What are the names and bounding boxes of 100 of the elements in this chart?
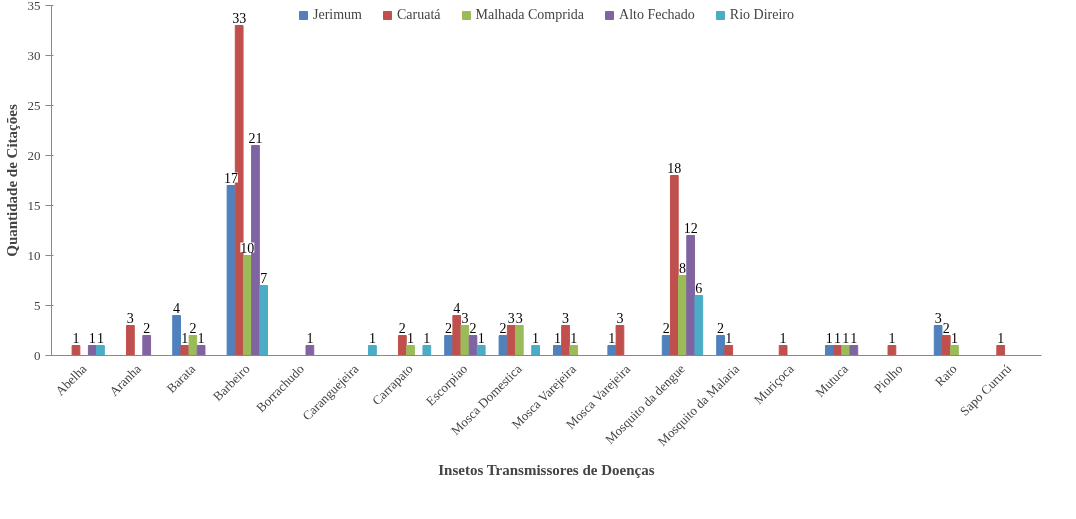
data-label: 3 — [515, 310, 523, 326]
y-tick-label: 10 — [27, 247, 41, 263]
data-label: 4 — [453, 300, 461, 316]
x-axis-title: Insetos Transmissores de Doenças — [438, 462, 655, 479]
bar — [678, 275, 687, 356]
bar — [514, 325, 524, 356]
data-label: 12 — [683, 220, 698, 236]
bar — [933, 325, 943, 356]
y-tick-label: 15 — [27, 197, 41, 213]
bar — [71, 345, 81, 356]
data-label: 3 — [562, 310, 570, 326]
bar — [226, 185, 236, 356]
bar — [569, 345, 579, 356]
data-label: 1 — [423, 330, 431, 346]
bar — [368, 345, 377, 356]
data-label: 1 — [834, 330, 842, 346]
bar — [669, 175, 679, 356]
data-label: 6 — [695, 280, 703, 296]
bar — [142, 335, 152, 356]
bar — [661, 335, 671, 356]
bar — [561, 325, 570, 356]
bar — [694, 295, 704, 356]
y-tick-label: 0 — [34, 347, 41, 363]
data-label: 1 — [407, 330, 415, 346]
data-label: 1 — [608, 330, 616, 346]
bar — [172, 315, 181, 356]
bar — [259, 285, 269, 356]
bar — [476, 345, 486, 356]
data-label: 1 — [950, 330, 958, 346]
data-label: 2 — [143, 320, 151, 336]
data-label: 7 — [260, 270, 268, 286]
data-label: 2 — [189, 320, 197, 336]
legend-label: Malhada Comprida — [475, 7, 585, 23]
bar — [849, 345, 859, 356]
data-label: 1 — [368, 330, 376, 346]
bar — [686, 235, 696, 356]
data-label: 1 — [72, 330, 80, 346]
data-label: 2 — [942, 320, 950, 336]
data-label: 18 — [667, 160, 682, 176]
legend-label: Rio Direiro — [729, 7, 794, 23]
data-label: 1 — [197, 330, 205, 346]
y-tick-label: 35 — [27, 0, 41, 13]
bar — [406, 345, 415, 356]
data-label: 4 — [173, 300, 181, 316]
bar — [941, 335, 951, 356]
bar — [506, 325, 516, 356]
bar — [242, 255, 252, 356]
bar — [196, 345, 206, 356]
data-label: 10 — [240, 240, 255, 256]
y-tick-label: 25 — [27, 97, 41, 113]
data-label: 1 — [532, 330, 540, 346]
bar — [188, 335, 198, 356]
bar — [305, 345, 315, 356]
data-label: 1 — [997, 330, 1005, 346]
data-label: 1 — [779, 330, 787, 346]
data-label: 2 — [717, 320, 725, 336]
data-label: 8 — [678, 260, 686, 276]
legend-label: Caruatá — [397, 7, 441, 23]
bar — [422, 345, 432, 356]
data-label: 1 — [477, 330, 485, 346]
data-label: 1 — [96, 330, 104, 346]
bar — [950, 345, 959, 356]
data-label: 2 — [398, 320, 406, 336]
bar — [716, 335, 725, 356]
bar — [96, 345, 105, 356]
y-axis-title: Quantidade de Citações — [3, 104, 20, 257]
data-label: 2 — [445, 320, 453, 336]
bar — [452, 315, 462, 356]
data-label: 2 — [662, 320, 670, 336]
data-label: 2 — [499, 320, 507, 336]
data-label: 1 — [842, 330, 850, 346]
bar — [996, 345, 1006, 356]
bar — [498, 335, 508, 356]
data-label: 3 — [616, 310, 624, 326]
y-tick-label: 5 — [34, 297, 41, 313]
data-label: 21 — [248, 130, 263, 146]
data-label: 17 — [224, 170, 239, 186]
data-label: 2 — [469, 320, 477, 336]
y-tick-label: 30 — [27, 47, 41, 63]
bar — [460, 325, 470, 356]
data-label: 3 — [934, 310, 942, 326]
data-label: 1 — [181, 330, 189, 346]
bar — [887, 345, 897, 356]
bar — [397, 335, 407, 356]
data-label: 1 — [306, 330, 314, 346]
legend-label: Jerimum — [313, 7, 362, 23]
bar — [126, 325, 135, 356]
y-tick-label: 20 — [27, 147, 41, 163]
bar — [724, 345, 734, 356]
data-label: 1 — [825, 330, 833, 346]
bar — [444, 335, 453, 356]
data-label: 1 — [88, 330, 96, 346]
data-label: 1 — [570, 330, 578, 346]
bar — [531, 345, 540, 356]
data-label: 1 — [553, 330, 561, 346]
data-label: 1 — [725, 330, 733, 346]
bar — [615, 325, 625, 356]
data-label: 3 — [126, 310, 134, 326]
legend-label: Alto Fechado — [619, 7, 695, 23]
data-label: 3 — [507, 310, 515, 326]
